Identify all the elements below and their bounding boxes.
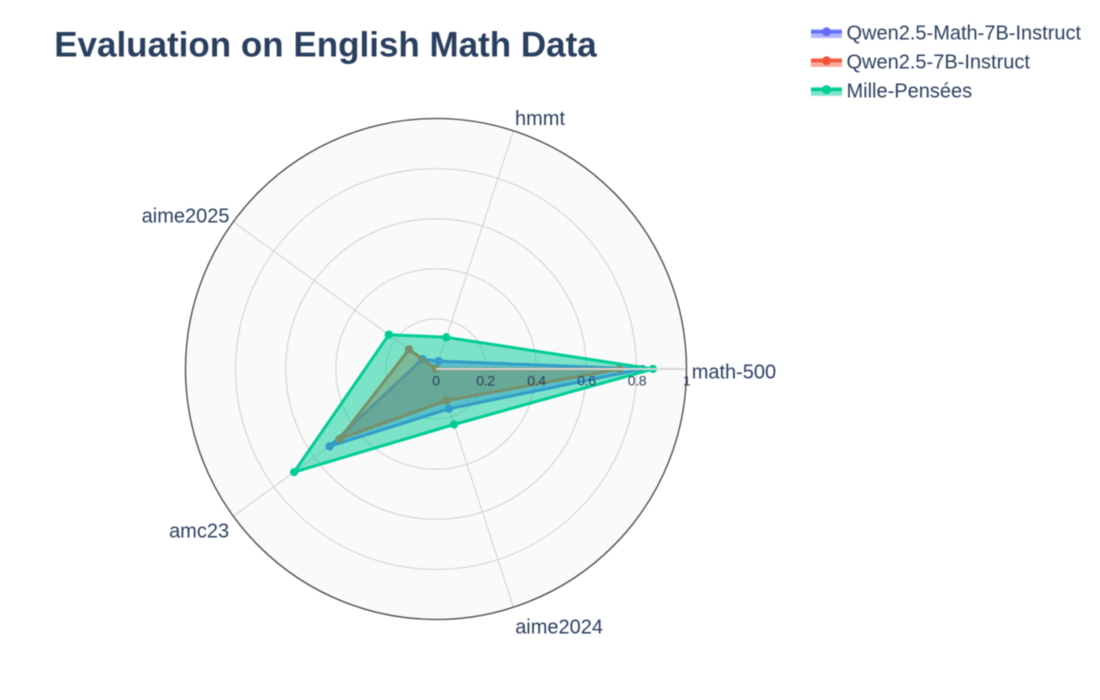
svg-text:hmmt: hmmt bbox=[515, 108, 565, 130]
svg-text:aime2025: aime2025 bbox=[142, 206, 230, 228]
svg-text:Evaluation on English Math Dat: Evaluation on English Math Data bbox=[54, 26, 597, 65]
svg-text:1: 1 bbox=[683, 372, 691, 388]
svg-text:Mille-Pensées: Mille-Pensées bbox=[847, 80, 973, 102]
svg-text:0.8: 0.8 bbox=[628, 372, 647, 388]
svg-text:0.4: 0.4 bbox=[527, 372, 546, 388]
svg-text:amc23: amc23 bbox=[169, 521, 229, 543]
svg-text:0.6: 0.6 bbox=[577, 372, 596, 388]
svg-text:0: 0 bbox=[432, 372, 440, 388]
svg-text:Qwen2.5-7B-Instruct: Qwen2.5-7B-Instruct bbox=[847, 51, 1031, 73]
svg-text:math-500: math-500 bbox=[692, 362, 777, 384]
svg-text:0.2: 0.2 bbox=[476, 372, 495, 388]
svg-text:aime2024: aime2024 bbox=[515, 617, 603, 639]
svg-text:Qwen2.5-Math-7B-Instruct: Qwen2.5-Math-7B-Instruct bbox=[847, 23, 1082, 45]
